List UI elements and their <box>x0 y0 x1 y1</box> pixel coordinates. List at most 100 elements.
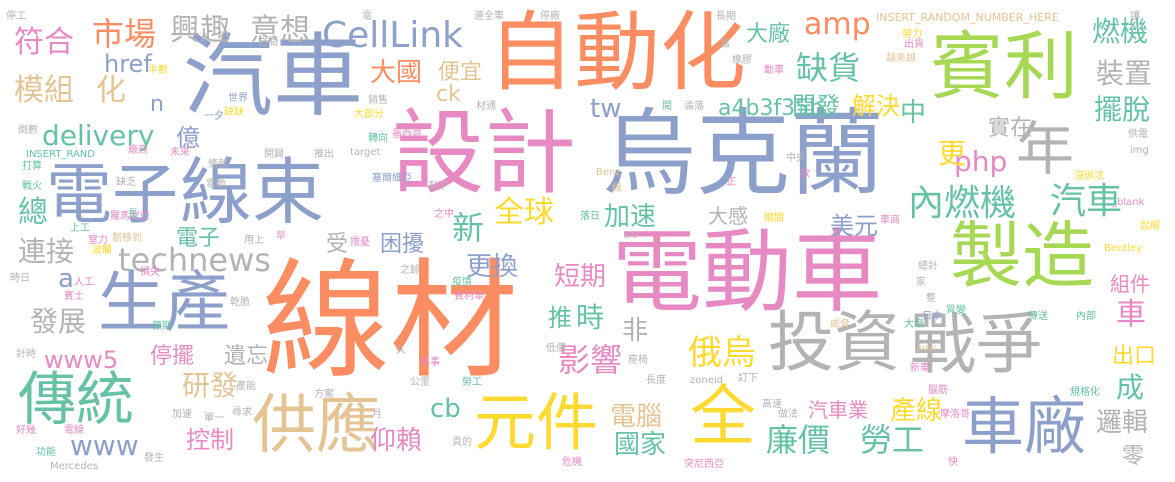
word-dongche: 動車 <box>764 65 784 76</box>
word-zhuangzhi: 裝置 <box>1096 57 1153 90</box>
word-laogong: 勞工 <box>860 421 925 459</box>
word-changdu: 長度 <box>646 375 666 386</box>
word-kongzhi: 控制 <box>186 426 234 454</box>
word-cb: cb <box>430 394 461 424</box>
word-zuoyi: 座椅 <box>628 355 648 366</box>
word-shizai: 實在 <box>988 116 1033 141</box>
word-lianquanche: 連全車 <box>474 11 504 22</box>
word-dagan: 大感 <box>708 204 748 228</box>
word-sheji: 設計 <box>392 100 577 207</box>
word-fangan: 方案 <box>314 389 334 400</box>
word-rang: 讓 <box>1130 11 1140 22</box>
word-chang-tiny: 長 <box>128 209 138 220</box>
word-qiyan: 起眼 <box>1140 221 1160 232</box>
word-duanqi: 短期 <box>554 262 607 292</box>
word-changqi: 長期 <box>716 11 736 22</box>
word-cheng: 成 <box>1116 371 1145 404</box>
word-href: href <box>104 50 152 78</box>
word-quefa: 缺乏 <box>116 177 136 188</box>
word-kunrao: 困擾 <box>380 232 425 257</box>
word-zhanzheng: 戰爭 <box>910 306 1042 383</box>
word-shanggong: 上工 <box>70 223 90 234</box>
word-lunluo: 淪落 <box>684 101 704 112</box>
word-zidonghua: 自動化 <box>488 3 746 103</box>
word-diannao: 電腦 <box>610 402 663 432</box>
word-changshang: 廠商 <box>128 145 148 156</box>
word-zhong: 中 <box>900 98 927 128</box>
word-yixiang: 意想 <box>250 13 310 48</box>
word-shi: 時 <box>576 301 605 334</box>
word-gongying: 供應 <box>252 389 380 463</box>
word-haoji: 好幾 <box>16 425 36 436</box>
word-bolan: 波蘭 <box>92 245 112 256</box>
word-neibu: 內部 <box>1076 311 1096 322</box>
word-mercedes: Mercedes <box>50 461 99 472</box>
word-n: n <box>150 92 164 117</box>
word-amp: amp <box>804 7 871 42</box>
word-tinggong: 停工 <box>6 11 26 22</box>
word-channeng: 產能 <box>236 381 256 392</box>
word-yongshang: 用上 <box>244 235 264 246</box>
word-dianzi: 電子 <box>46 156 178 233</box>
word-yiqing: 疫情 <box>452 277 472 288</box>
word-qijian: 期間 <box>764 213 784 224</box>
word-zhuanxiang: 轉向 <box>368 133 388 144</box>
word-moluoge: 摩洛哥 <box>940 409 970 420</box>
word-jiu: 久 <box>396 345 406 356</box>
word-qicheye: 汽車業 <box>808 398 868 422</box>
word-yanglai: 仰賴 <box>370 426 423 456</box>
word-ling: 零 <box>1122 444 1145 469</box>
word-xian-tiny: 線 <box>612 183 622 194</box>
word-luomaniya: 羅馬尼亞 <box>110 211 150 222</box>
word-jiasu: 加速 <box>604 202 657 232</box>
word-zhongyang: 中央 <box>786 153 806 164</box>
word-yi: 億 <box>176 124 200 152</box>
word-yuanjian: 元件 <box>474 386 599 459</box>
word-binli: 賓利 <box>930 24 1078 110</box>
word-jiejue: 解決 <box>852 92 900 120</box>
word-quanqiu: 全球 <box>494 195 554 230</box>
word-kaifa: 開發 <box>792 92 840 120</box>
word-xunqiu: 尋求 <box>232 407 252 418</box>
word-moxige: 墨西哥 <box>392 129 422 140</box>
word-dijia: 低價 <box>546 343 566 354</box>
word-meibanfa: 沒辦法 <box>1074 171 1104 182</box>
word-gongdian: 供電 <box>1128 129 1148 140</box>
word-technews: technews <box>118 241 271 279</box>
word-binshi: 賓士 <box>64 291 84 302</box>
word-www: www <box>70 429 139 462</box>
word-insert-rand: INSERT_RAND <box>26 149 95 160</box>
word-shijie: 世界 <box>228 93 248 104</box>
word-luoji: 邏輯 <box>1096 408 1149 438</box>
word-danyou: 擔憂 <box>350 237 370 248</box>
word-dian-tiny: 電 <box>362 11 372 22</box>
word-guojia: 國家 <box>614 430 667 460</box>
word-diandong: 電動 <box>206 179 226 190</box>
word-xiangjiao: 橡膠 <box>732 55 752 66</box>
word-guigehua: 規格化 <box>1070 387 1100 398</box>
word-weiji: 危機 <box>562 457 582 468</box>
word-fasheng: 發生 <box>144 453 164 464</box>
word-zhili: 窒力 <box>88 235 108 246</box>
word-zoneid: zoneid <box>690 375 723 386</box>
word-zhizao: 製造 <box>950 214 1095 298</box>
word-qiche-sm: 汽車 <box>1050 181 1123 222</box>
word-shichang: 市場 <box>92 15 157 53</box>
word-zongji: 總計 <box>918 261 938 272</box>
word-gaosu: 高速 <box>762 399 782 410</box>
word-lianjie: 連接 <box>18 235 75 268</box>
word-sunshi: 損失 <box>140 267 160 278</box>
word-jishi: 計時 <box>16 349 36 360</box>
word-chanxian: 產線 <box>890 396 943 426</box>
word-shengxia: 剩下 <box>428 181 448 192</box>
word-kuai: 快 <box>948 457 958 468</box>
word-pianyi: 便宜 <box>438 60 483 85</box>
word-xianshu: 線束 <box>180 150 325 234</box>
word-chuansong: 傳送 <box>1028 311 1048 322</box>
word-genghuan: 更換 <box>466 252 519 282</box>
word-ewu: 俄烏 <box>688 333 756 373</box>
word-quehuo: 缺貨 <box>796 49 861 87</box>
word-caitong: 材通 <box>476 101 496 112</box>
word-touzi: 投資 <box>768 304 900 381</box>
